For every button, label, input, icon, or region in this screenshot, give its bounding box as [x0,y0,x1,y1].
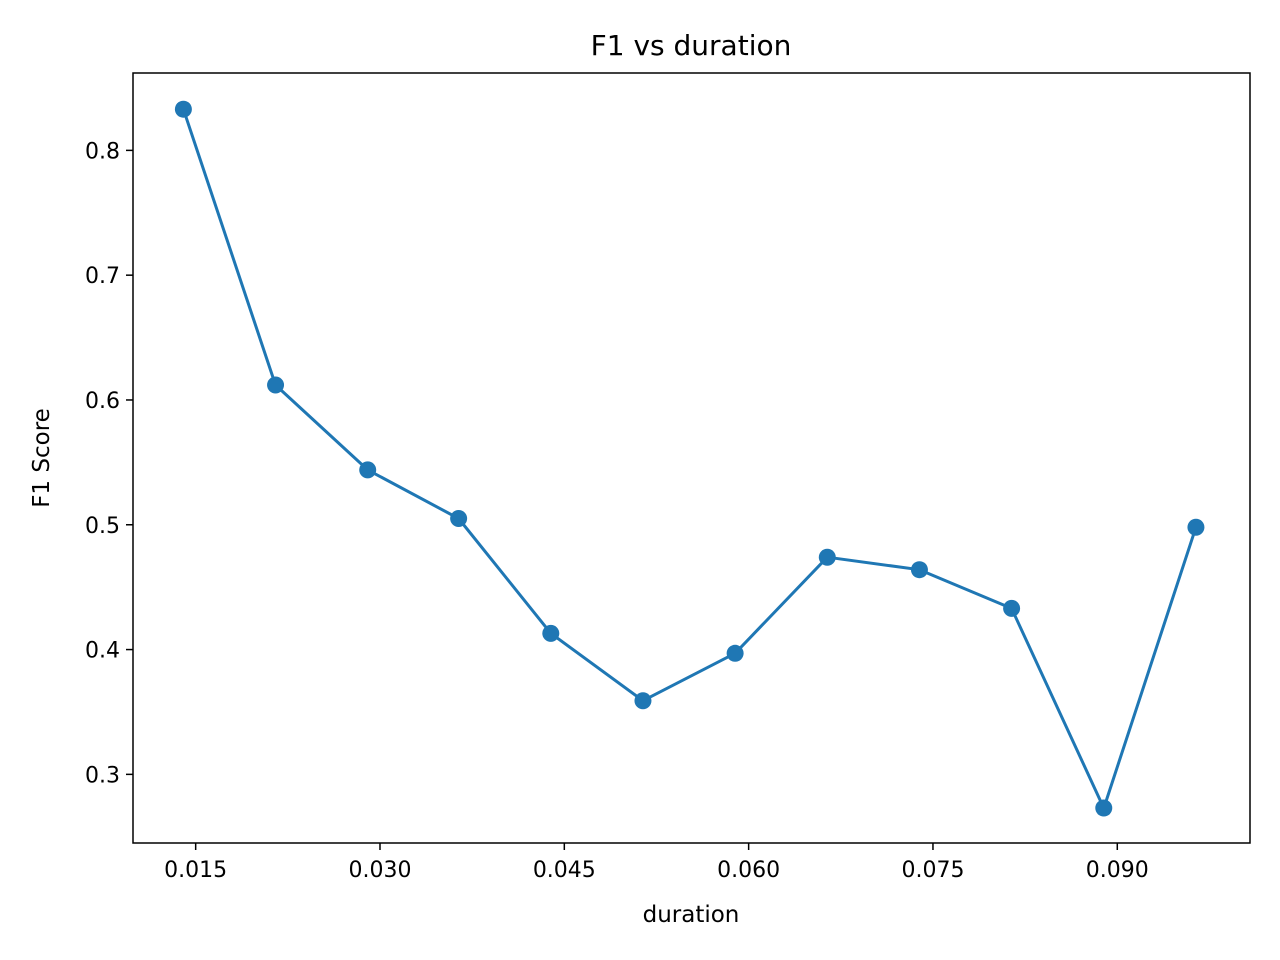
data-point [359,461,377,479]
y-tick-label: 0.3 [85,763,120,788]
x-tick-label: 0.015 [164,858,227,883]
x-tick-label: 0.030 [349,858,412,883]
data-point [1187,518,1205,536]
y-tick-label: 0.4 [85,639,120,664]
y-tick-label: 0.7 [85,264,120,289]
data-point [818,548,836,566]
y-axis-label: F1 Score [29,408,55,508]
data-point [267,376,285,394]
data-point [450,510,468,528]
plot-frame [132,72,1251,844]
y-tick-label: 0.8 [85,139,120,164]
x-tick-label: 0.075 [901,858,964,883]
data-point [910,561,928,579]
y-axis-ticks: 0.3 0.4 0.5 0.6 0.7 0.8 [85,139,133,788]
y-tick-label: 0.6 [85,389,120,414]
x-tick-label: 0.090 [1086,858,1149,883]
x-axis-label: duration [643,902,740,928]
chart-title: F1 vs duration [591,29,792,62]
plot-layer [174,100,1205,817]
data-point [542,624,560,642]
data-point [174,100,192,118]
x-tick-label: 0.060 [717,858,780,883]
data-point [1095,799,1113,817]
y-tick-label: 0.5 [85,514,120,539]
data-point [726,644,744,662]
data-point [1003,599,1021,617]
x-tick-label: 0.045 [533,858,596,883]
data-point [634,692,652,710]
series-line [181,107,1198,810]
x-axis-ticks: 0.015 0.030 0.045 0.060 0.075 0.090 [164,843,1149,883]
